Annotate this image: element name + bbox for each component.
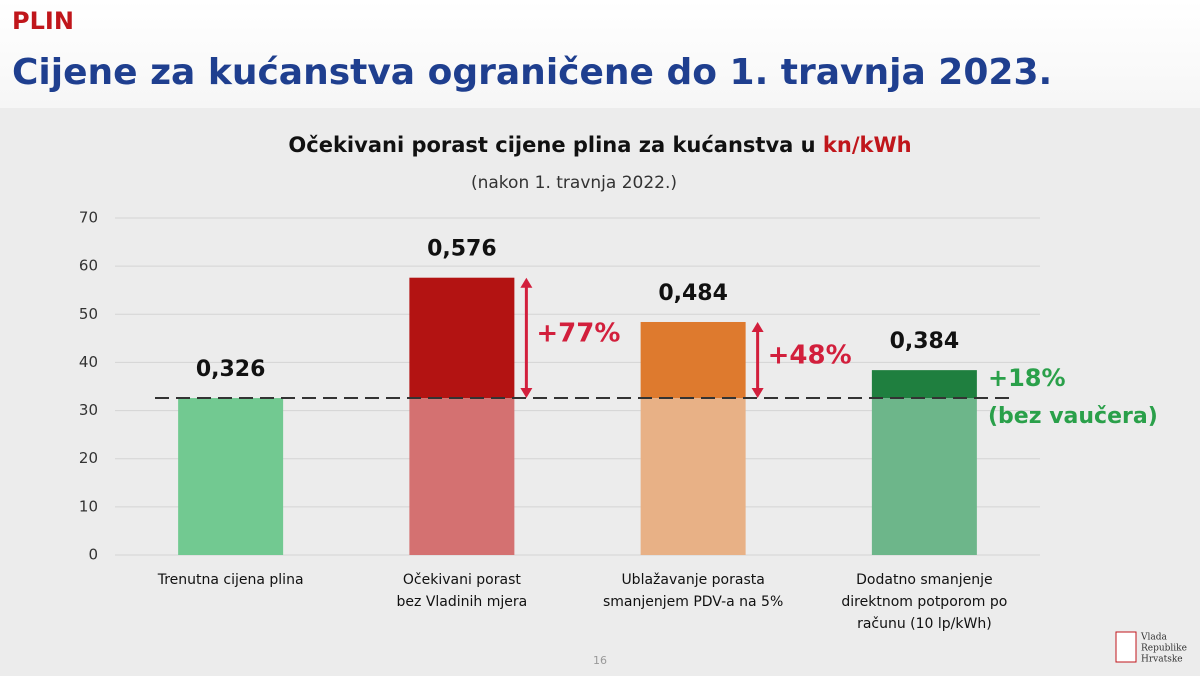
x-tick-label: bez Vladinih mjera [397,594,528,610]
value-label: 0,326 [196,357,266,382]
chart-title-main: Očekivani porast cijene plina za kućanst… [288,133,822,157]
increase-label: +77% [536,318,620,348]
bar-base [409,398,515,555]
arrow-head [520,277,533,288]
value-label: 0,484 [658,281,728,306]
y-tick-label: 0 [88,546,98,564]
x-tick-label: direktnom potporom po [841,594,1007,610]
chart-title: Očekivani porast cijene plina za kućanst… [288,133,911,157]
slide-title: Cijene za kućanstva ograničene do 1. tra… [12,52,1052,93]
logo: Vlada Republike Hrvatske [1115,631,1187,665]
bar-increase [409,277,515,399]
value-label: 0,384 [890,329,960,354]
header-band [0,0,1200,108]
y-tick-label: 70 [79,209,98,227]
y-tick-label: 20 [79,449,98,467]
x-tick-label: Trenutna cijena plina [157,572,304,588]
x-tick-label: Ublažavanje porasta [621,572,764,588]
arrow-head [751,388,764,399]
y-tick-label: 50 [79,305,98,323]
x-tick-label: računu (10 lp/kWh) [857,616,992,632]
arrow-head [751,321,764,332]
page-number: 16 [593,654,607,667]
bar-base [871,398,977,555]
logo-shield [1115,631,1137,663]
annotation-note: (bez vaučera) [988,404,1158,429]
kicker: PLIN [12,7,74,35]
y-tick-label: 10 [79,497,98,515]
bar-base [640,398,746,555]
y-tick-label: 40 [79,353,98,371]
y-tick-label: 30 [79,401,98,419]
chart-subtitle: (nakon 1. travnja 2022.) [471,173,677,193]
bar-increase [871,370,977,399]
increase-label: +18% [988,364,1066,392]
logo-text: Republike [1141,644,1187,654]
x-tick-label: smanjenjem PDV-a na 5% [603,594,783,610]
bar-increase [640,321,746,399]
x-tick-label: Očekivani porast [403,572,521,588]
chart-title-unit: kn/kWh [823,133,912,157]
logo-text: Hrvatske [1141,655,1183,665]
y-tick-label: 60 [79,257,98,275]
value-label: 0,576 [427,237,497,262]
increase-label: +48% [768,341,852,371]
arrow-head [520,388,533,399]
bar-base [178,398,284,555]
x-tick-label: Dodatno smanjenje [856,572,992,588]
logo-text: Vlada [1140,633,1168,643]
